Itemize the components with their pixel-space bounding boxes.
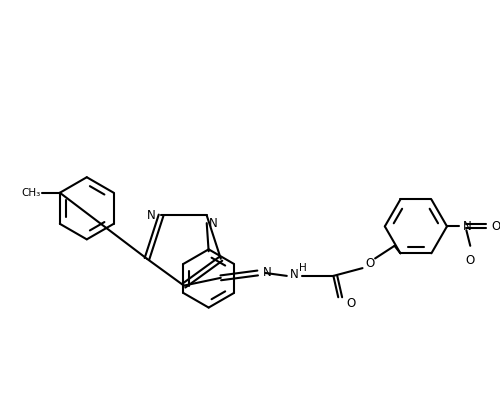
Text: N: N <box>262 267 272 279</box>
Text: O: O <box>492 220 500 233</box>
Text: H: H <box>300 263 307 273</box>
Text: N: N <box>462 220 471 233</box>
Text: N: N <box>208 217 218 230</box>
Text: N: N <box>290 269 299 281</box>
Text: CH₃: CH₃ <box>21 188 40 198</box>
Text: O: O <box>346 297 356 309</box>
Text: O: O <box>366 257 375 270</box>
Text: N: N <box>146 209 155 222</box>
Text: O: O <box>466 253 475 267</box>
